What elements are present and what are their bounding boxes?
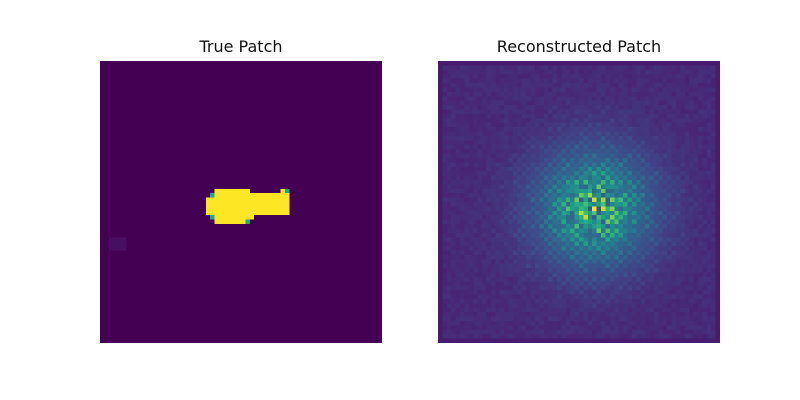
- reconstructed-patch-panel: Reconstructed Patch: [438, 0, 720, 343]
- true-patch-panel: True Patch: [100, 0, 382, 343]
- reconstructed-patch-heatmap: [438, 61, 720, 343]
- true-patch-image: [100, 61, 382, 343]
- reconstructed-patch-title: Reconstructed Patch: [496, 37, 662, 56]
- true-patch-title: True Patch: [199, 37, 283, 56]
- reconstructed-patch-image: [438, 61, 720, 343]
- true-patch-heatmap: [100, 61, 382, 343]
